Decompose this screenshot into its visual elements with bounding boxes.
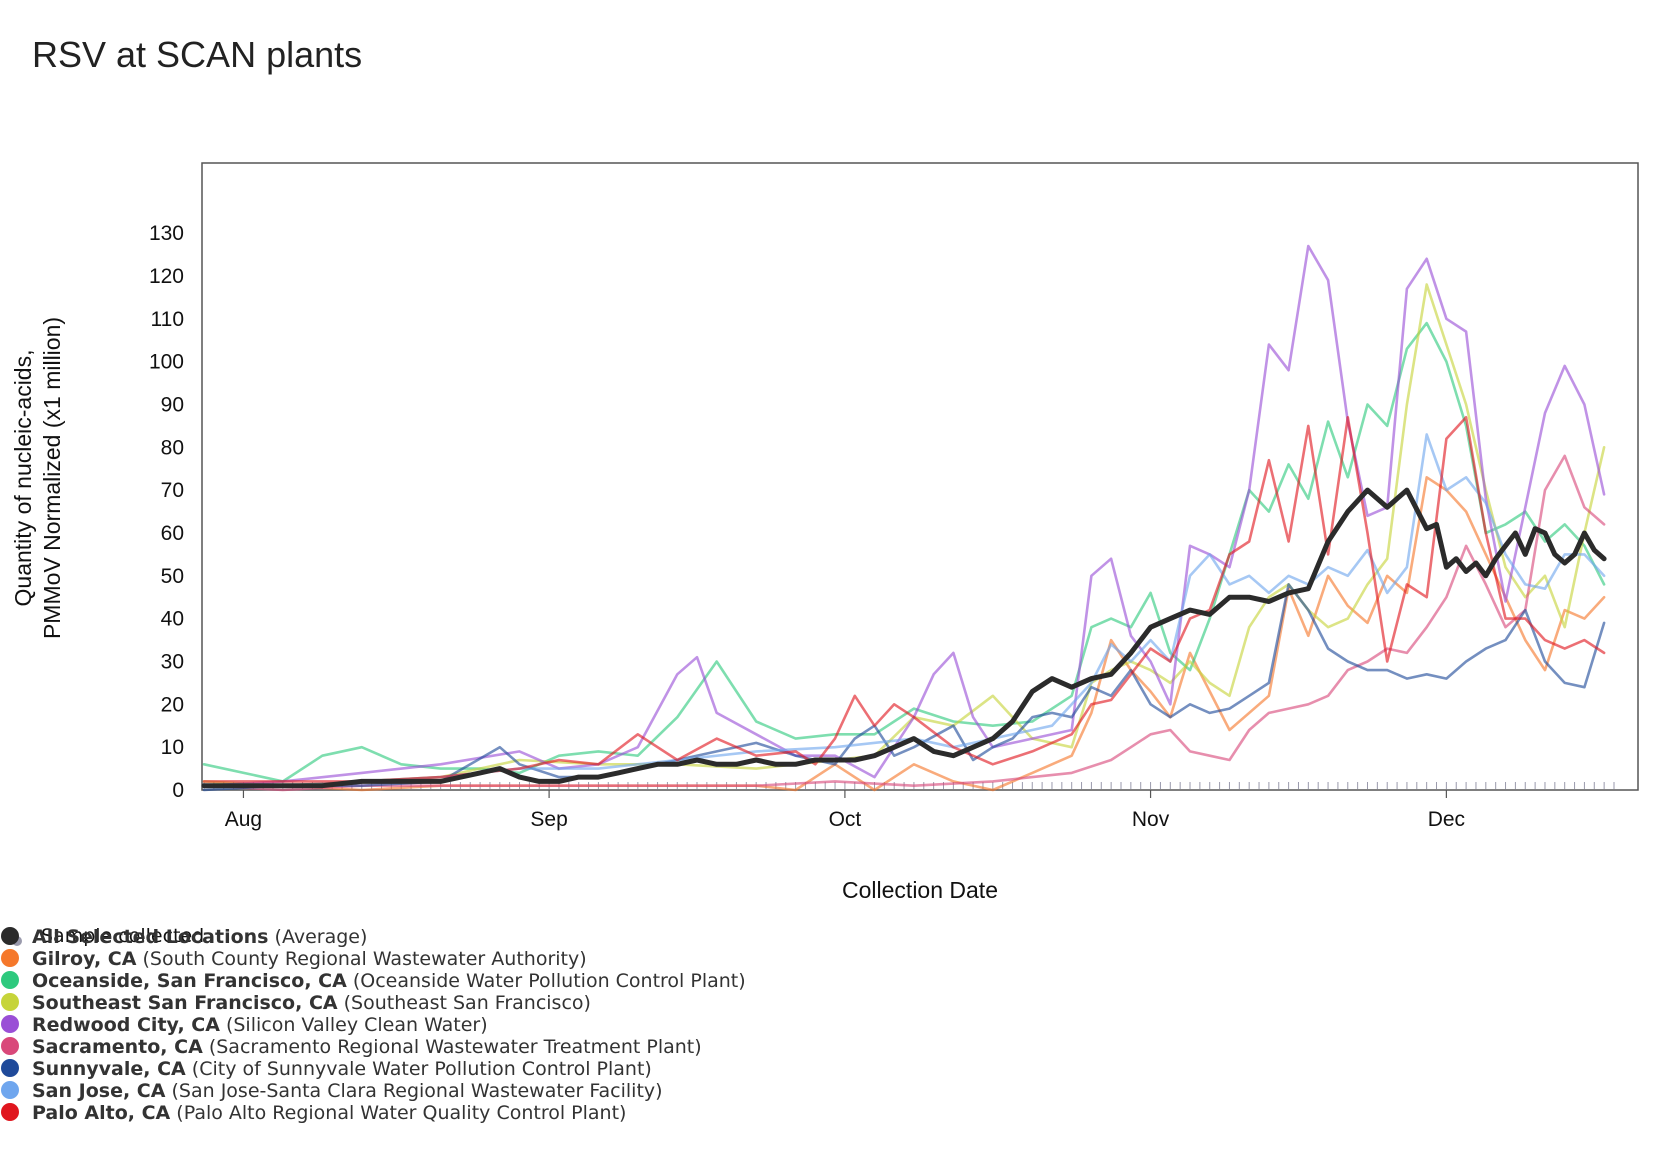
y-tick-label: 80 xyxy=(161,436,184,459)
y-tick-label: 110 xyxy=(151,308,184,331)
legend-color-dot xyxy=(1,927,19,945)
legend-color-dot xyxy=(1,1059,19,1077)
page-title: RSV at SCAN plants xyxy=(32,34,363,75)
x-tick-label: Nov xyxy=(1132,808,1170,831)
series-lines xyxy=(201,244,1607,792)
y-tick-label: 20 xyxy=(161,693,184,716)
x-tick-label: Sep xyxy=(530,808,567,831)
y-tick-label: 0 xyxy=(172,779,184,802)
legend-item-label: Sacramento, CA (Sacramento Regional Wast… xyxy=(32,1036,702,1058)
series-line-san_jose xyxy=(202,433,1606,788)
legend-color-dot xyxy=(1,1037,19,1055)
legend-item-label: Palo Alto, CA (Palo Alto Regional Water … xyxy=(32,1102,626,1124)
y-axis-title-line-1: Quantity of nucleic-acids, xyxy=(10,350,36,607)
legend-location-name: Sacramento, CA xyxy=(32,1036,203,1058)
y-tick-label: 100 xyxy=(149,351,184,374)
y-tick-label: 40 xyxy=(161,608,184,631)
legend-color-dot xyxy=(1,993,19,1011)
legend-location-name: Palo Alto, CA xyxy=(32,1102,171,1124)
y-tick-label: 130 xyxy=(149,222,184,245)
y-axis-title-line-2: PMMoV Normalized (x1 million) xyxy=(39,317,65,639)
legend-item-label: Redwood City, CA (Silicon Valley Clean W… xyxy=(32,1014,488,1036)
legend-location-name: Oceanside, San Francisco, CA xyxy=(32,970,347,992)
legend-location-detail: (City of Sunnyvale Water Pollution Contr… xyxy=(185,1058,652,1080)
y-tick-label: 50 xyxy=(161,565,184,588)
legend-location-name: All Selected Locations xyxy=(32,926,269,948)
legend-location-name: Redwood City, CA xyxy=(32,1014,220,1036)
y-axis-ticks: 0 10 20 30 40 50 60 70 80 90 100 110 120 130 xyxy=(149,222,184,802)
x-axis-ticks: Aug Sep Oct Nov Dec xyxy=(225,790,1465,831)
x-tick-label: Dec xyxy=(1428,808,1465,831)
legend-location-detail: (San Jose-Santa Clara Regional Wastewate… xyxy=(165,1080,663,1102)
legend-item-label: Oceanside, San Francisco, CA (Oceanside … xyxy=(32,970,746,992)
legend-item-label: All Selected Locations (Average) xyxy=(32,926,367,948)
legend-location-detail: (Average) xyxy=(268,926,368,948)
y-tick-label: 30 xyxy=(161,650,184,673)
x-tick-label: Oct xyxy=(829,808,862,831)
x-axis-title: Collection Date xyxy=(842,877,998,903)
legend-color-dot xyxy=(1,1081,19,1099)
legend-location-name: Gilroy, CA xyxy=(32,948,137,970)
series-line-southeast_sf xyxy=(202,283,1606,788)
y-tick-label: 10 xyxy=(161,736,184,759)
series-line-oceanside xyxy=(202,321,1606,783)
y-tick-label: 120 xyxy=(149,265,184,288)
legend-color-dot xyxy=(1,1103,19,1121)
sample-collected-label: Sample collected xyxy=(41,925,205,947)
legend-location-detail: (Silicon Valley Clean Water) xyxy=(219,1014,488,1036)
series-line-palo_alto xyxy=(202,415,1606,783)
legend-item-label: Sunnyvale, CA (City of Sunnyvale Water P… xyxy=(32,1058,652,1080)
legend-item-label: Gilroy, CA (South County Regional Wastew… xyxy=(32,948,587,970)
series-line-average xyxy=(201,487,1607,789)
legend-location-name: Sunnyvale, CA xyxy=(32,1058,186,1080)
series-line-sacramento xyxy=(202,454,1606,792)
legend-location-detail: (Palo Alto Regional Water Quality Contro… xyxy=(170,1102,627,1124)
legend-location-detail: (Sacramento Regional Wastewater Treatmen… xyxy=(202,1036,702,1058)
legend-item-label: Southeast San Francisco, CA (Southeast S… xyxy=(32,992,591,1014)
legend-location-detail: (Oceanside Water Pollution Control Plant… xyxy=(346,970,746,992)
legend-item-label: San Jose, CA (San Jose-Santa Clara Regio… xyxy=(32,1080,663,1102)
y-tick-label: 70 xyxy=(161,479,184,502)
legend-color-dot xyxy=(1,1015,19,1033)
series-line-redwood xyxy=(202,244,1606,788)
legend-location-detail: (Southeast San Francisco) xyxy=(337,992,591,1014)
y-axis-title: Quantity of nucleic-acids, PMMoV Normali… xyxy=(10,317,65,639)
plot-area-frame xyxy=(201,162,1639,791)
legend-location-detail: (South County Regional Wastewater Author… xyxy=(136,948,587,970)
legend-color-dot xyxy=(1,971,19,989)
y-tick-label: 60 xyxy=(161,522,184,545)
legend-location-name: San Jose, CA xyxy=(32,1080,166,1102)
x-tick-label: Aug xyxy=(225,808,262,831)
y-tick-label: 90 xyxy=(161,393,184,416)
legend-location-name: Southeast San Francisco, CA xyxy=(32,992,338,1014)
legend-color-dot xyxy=(1,949,19,967)
